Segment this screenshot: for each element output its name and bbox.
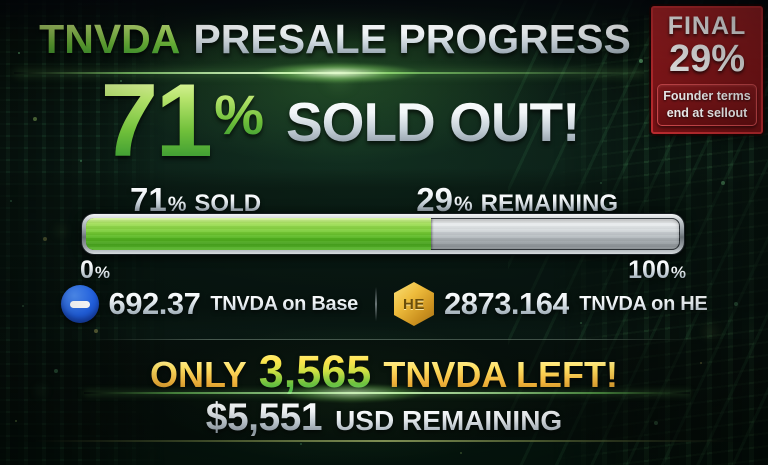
footer-mid-line (84, 392, 690, 394)
base-dash-icon (69, 300, 90, 308)
tokens-left-value: 3,565 (258, 346, 372, 397)
usd-remaining-label: USD REMAINING (335, 405, 563, 436)
page-title: TNVDA PRESALE PROGRESS (20, 16, 650, 63)
he-chain-stat: HE 2873.164 TNVDA on HE (393, 282, 708, 326)
badge-percent: 29% (668, 38, 746, 81)
only-prefix: ONLY (150, 354, 247, 395)
final-terms-badge: FINAL 29% Founder terms end at sellout (651, 6, 763, 134)
chain-stats-row: 692.37 TNVDA on Base HE 2873.164 TNVDA o… (0, 281, 768, 327)
he-amount: 2873.164 (443, 286, 570, 321)
usd-remaining-value: $5,551 (205, 396, 323, 439)
he-icon-text: HE (403, 295, 425, 313)
progress-bar-frame (82, 214, 684, 254)
only-suffix: TNVDA LEFT! (383, 354, 618, 395)
progress-bar-texture (86, 218, 680, 250)
usd-remaining-headline: $5,551 USD REMAINING (0, 396, 768, 440)
title-ticker: TNVDA (39, 16, 181, 62)
badge-note: Founder terms end at sellout (657, 84, 757, 126)
footer-top-line (86, 339, 702, 340)
badge-note-line2: end at sellout (666, 105, 748, 120)
progress-bar-track (86, 218, 680, 250)
title-text: PRESALE PROGRESS (193, 16, 631, 62)
he-unit-label: TNVDA on HE (579, 292, 708, 315)
base-chain-icon (60, 285, 99, 323)
base-amount: 692.37 (108, 286, 201, 321)
badge-final-label: FINAL (667, 12, 747, 40)
base-unit-label: TNVDA on Base (210, 292, 358, 315)
badge-note-line1: Founder terms (663, 89, 751, 104)
stats-divider (374, 287, 377, 321)
base-chain-stat: 692.37 TNVDA on Base (60, 285, 358, 323)
hero-percent-value: 71 (100, 63, 214, 180)
he-hexagon-icon: HE (393, 282, 434, 326)
axis-max-sign: % (670, 263, 686, 282)
hero-headline: 71 % SOLD OUT! (20, 63, 660, 180)
hero-sold-out-text: SOLD OUT! (286, 91, 580, 153)
footer-bottom-line (36, 440, 732, 442)
tokens-left-headline: ONLY 3,565 TNVDA LEFT! (0, 346, 768, 398)
hero-percent-sign: % (214, 82, 264, 146)
axis-min-sign: % (94, 263, 111, 282)
